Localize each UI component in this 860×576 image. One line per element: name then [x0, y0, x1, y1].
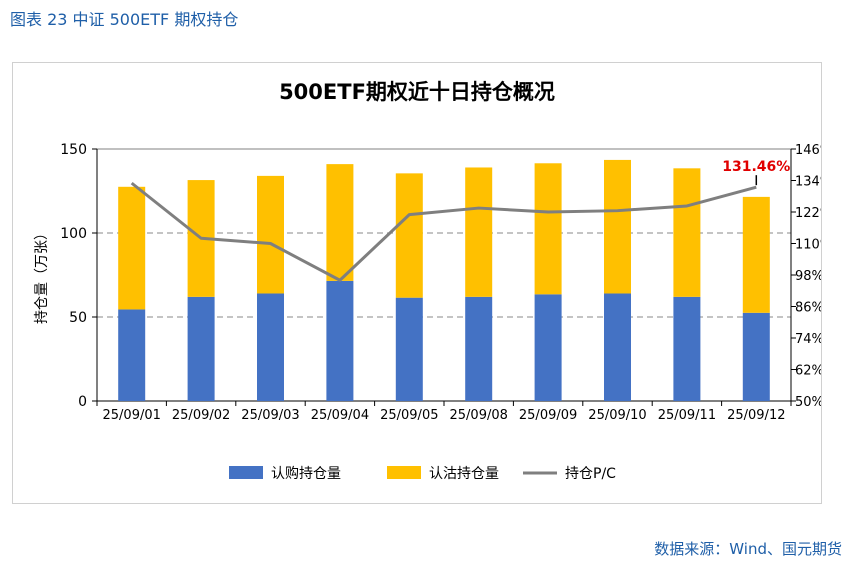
legend-label: 认沽持仓量: [429, 466, 499, 482]
chart-frame: 500ETF期权近十日持仓概况 0 50 100 150 50% 62% 74% 86% 98% 1…: [12, 62, 832, 504]
source-note: 数据来源：Wind、国元期货: [654, 540, 842, 558]
x-tick-label: 25/09/03: [241, 408, 299, 423]
y-axis-label: 持仓量（万张）: [34, 226, 50, 324]
bar-call: [742, 312, 770, 401]
x-tick-label: 25/09/04: [311, 408, 369, 423]
bar-put: [326, 164, 354, 281]
bar-put: [604, 159, 631, 294]
bar-put: [673, 168, 701, 297]
left-tick-label: 100: [60, 226, 87, 242]
bar-put: [118, 186, 146, 310]
bar-put: [465, 167, 493, 297]
bar-call: [257, 293, 284, 401]
right-tick-label: 86%: [795, 301, 821, 316]
bar-call: [395, 297, 423, 401]
left-tick-label: 150: [60, 142, 87, 158]
bar-call: [604, 293, 631, 401]
right-tick-label: 146%: [795, 143, 821, 158]
legend-swatch: [229, 466, 263, 479]
right-tick-label: 50%: [795, 395, 821, 410]
right-tick-label: 98%: [795, 269, 821, 284]
bar-call: [465, 296, 493, 401]
x-tick-label: 25/09/10: [588, 408, 646, 423]
chart-title: 500ETF期权近十日持仓概况: [279, 80, 555, 104]
chart: 500ETF期权近十日持仓概况 0 50 100 150 50% 62% 74% 86% 98% 1…: [34, 80, 832, 482]
x-tick-label: 25/09/02: [172, 408, 230, 423]
bar-call: [673, 296, 701, 401]
bar-put: [742, 196, 770, 313]
right-tick-label: 62%: [795, 364, 821, 379]
left-tick-label: 0: [78, 394, 87, 410]
left-tick-label: 50: [69, 310, 87, 326]
legend-label: 认购持仓量: [271, 466, 341, 482]
bar-put: [257, 175, 284, 294]
bar-call: [326, 280, 354, 401]
figure-caption: 图表 23 中证 500ETF 期权持仓: [10, 10, 239, 29]
right-tick-label: 122%: [795, 206, 821, 221]
bar-call: [534, 294, 562, 401]
bar-call: [118, 309, 146, 401]
bar-put: [395, 173, 423, 298]
annotation-label: 131.46%: [722, 159, 790, 175]
bar-put: [534, 163, 562, 295]
x-tick-label: 25/09/01: [103, 408, 161, 423]
legend-swatch: [387, 466, 421, 479]
x-tick-label: 25/09/09: [519, 408, 577, 423]
legend-label: 持仓P/C: [565, 466, 616, 482]
right-tick-label: 110%: [795, 238, 821, 253]
x-tick-label: 25/09/05: [380, 408, 438, 423]
right-tick-label: 74%: [795, 332, 821, 347]
right-tick-label: 134%: [795, 175, 821, 190]
x-tick-label: 25/09/12: [727, 408, 785, 423]
bar-call: [187, 296, 215, 401]
x-tick-label: 25/09/11: [658, 408, 716, 423]
x-tick-label: 25/09/08: [450, 408, 508, 423]
series-line-pc: [130, 181, 757, 282]
